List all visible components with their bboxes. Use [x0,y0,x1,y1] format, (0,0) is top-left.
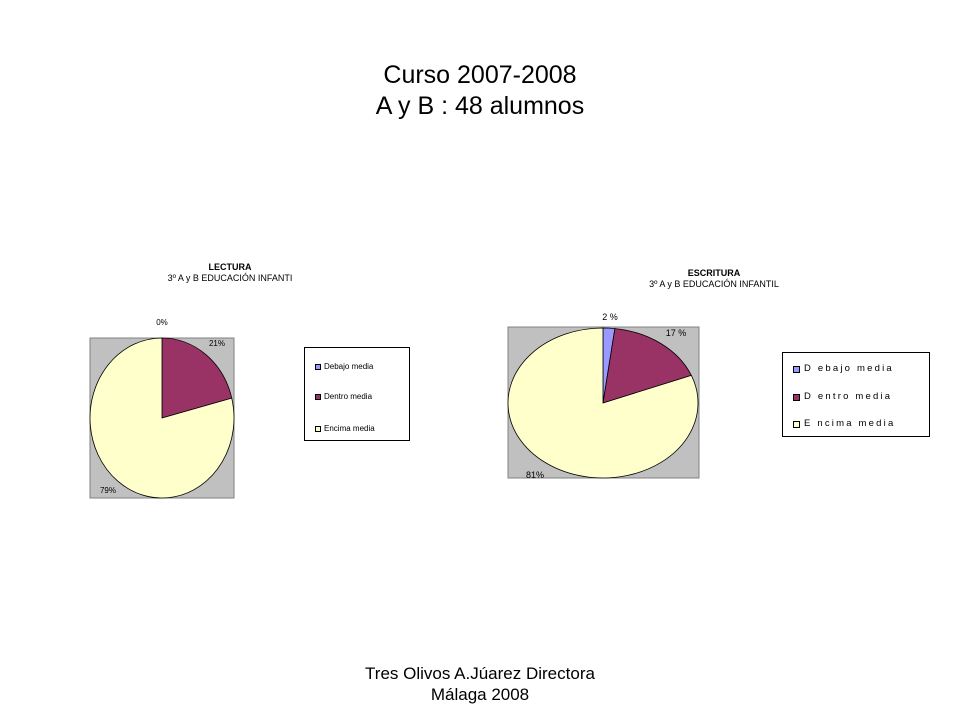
chart-legend: Debajo media Dentro media Encima media [304,347,410,441]
chart-title: LECTURA [208,262,252,272]
slide-title-line-1: Curso 2007-2008 [383,61,577,89]
legend-label: D entro media [804,391,893,402]
chart-title-block: LECTURA 3º A y B EDUCACIÓN INFANTI [130,262,330,284]
slide-title-line-2: A y B : 48 alumnos [375,92,585,120]
lectura-pie-chart: LECTURA 3º A y B EDUCACIÓN INFANTI 0% 21%… [89,262,410,499]
chart-title-block: ESCRITURA 3º A y B EDUCACIÓN INFANTIL [600,268,828,290]
legend-swatch [315,426,321,432]
data-label-encimamedia: 79% [100,486,116,495]
legend-label: Debajo media [324,362,374,371]
legend-swatch [315,394,321,400]
legend-item-encima: E ncima media [793,419,895,429]
pie-slice-dentromedia [602,328,692,404]
legend-item-debajo: Debajo media [315,362,373,372]
data-label-debajomedia: 2 % [602,312,618,322]
chart-subtitle: 3º A y B EDUCACIÓN INFANTI [167,273,293,283]
legend-item-dentro: Dentro media [315,392,372,402]
pie-slice-dentromedia [161,337,233,419]
slide-footer: Tres Olivos A.Júarez Directora Málaga 20… [0,663,960,705]
legend-item-dentro: D entro media [793,392,892,402]
pie-slice-encimamedia [89,337,235,499]
legend-label: Encima media [324,424,375,433]
chart-legend: D ebajo media D entro media E ncima medi… [782,352,930,437]
legend-swatch [793,365,800,373]
legend-label: E ncima media [804,418,896,429]
chart-title: ESCRITURA [687,268,741,278]
legend-item-debajo: D ebajo media [793,364,894,374]
footer-line-1: Tres Olivos A.Júarez Directora [365,664,595,683]
slide-title: Curso 2007-2008 A y B : 48 alumnos [0,60,960,122]
legend-swatch [315,364,321,370]
chart-subtitle: 3º A y B EDUCACIÓN INFANTIL [649,279,779,289]
legend-swatch [793,393,800,401]
pie-slice-encimamedia [507,327,699,479]
lectura-pie-svg: 0% 21% 79% [89,318,235,499]
data-label-debajomedia: 0% [156,318,168,327]
legend-label: Dentro media [324,392,373,401]
data-label-dentromedia: 17 % [666,328,687,338]
data-label-dentromedia: 21% [209,339,225,348]
legend-label: D ebajo media [804,363,894,374]
legend-item-encima: Encima media [315,424,375,434]
data-label-encimamedia: 81% [526,470,544,480]
footer-line-2: Málaga 2008 [430,685,530,704]
legend-swatch [793,420,800,428]
